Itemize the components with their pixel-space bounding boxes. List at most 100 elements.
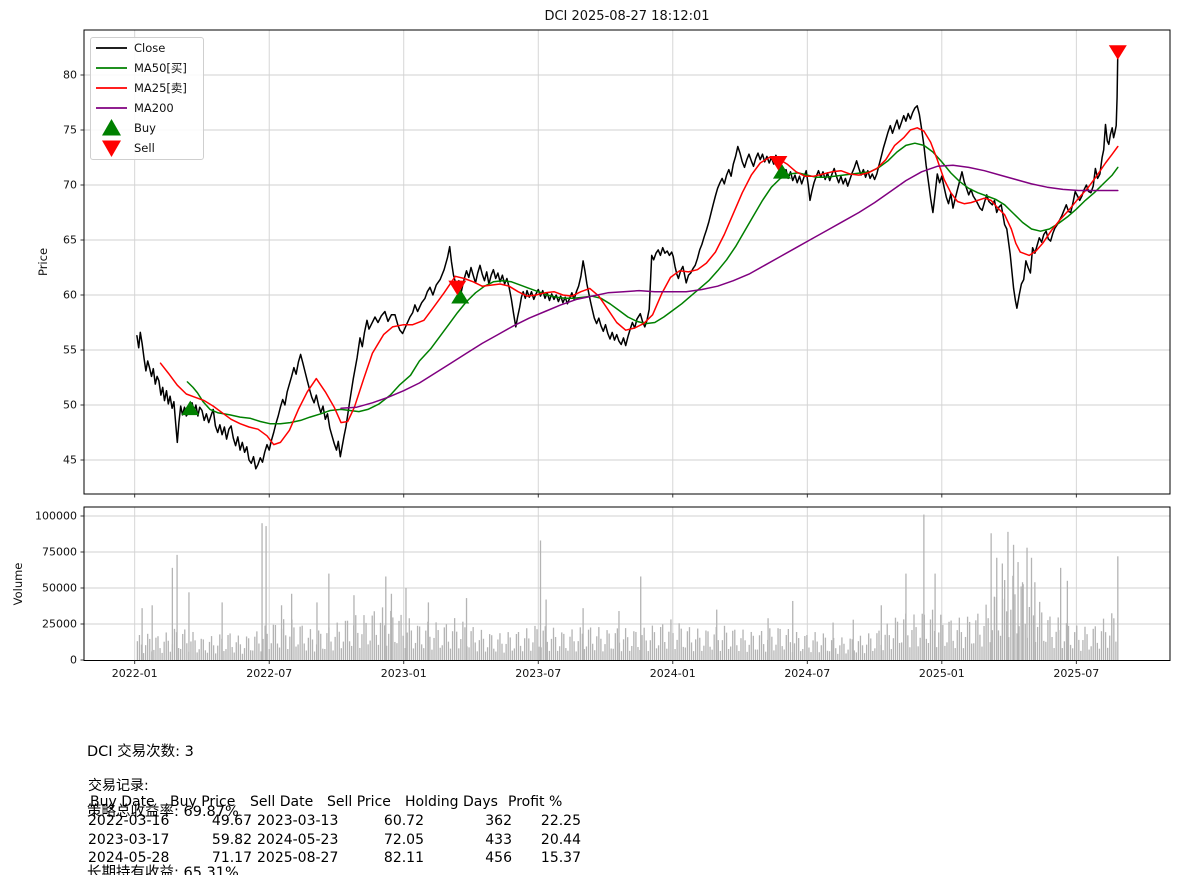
volume-bar	[501, 643, 503, 660]
volume-bar	[305, 650, 307, 660]
volume-spike-bar	[1001, 563, 1003, 660]
volume-bar	[828, 651, 831, 660]
volume-bar	[958, 617, 960, 660]
volume-spike-bar	[1066, 580, 1069, 660]
volume-bar	[876, 633, 878, 660]
volume-spike-bar	[1012, 544, 1015, 660]
x-tick-label: 2022-01	[112, 667, 158, 680]
volume-bar	[1111, 613, 1113, 660]
volume-bar	[785, 635, 787, 660]
volume-bar	[929, 619, 932, 660]
volume-bar	[851, 639, 853, 660]
trade-table-header: Buy Date Buy Price Sell Date Sell Price …	[88, 794, 562, 813]
volume-bar	[1022, 584, 1024, 660]
volume-bar	[554, 637, 557, 660]
volume-bar	[1092, 628, 1094, 660]
volume-bar	[725, 632, 728, 660]
volume-bar	[511, 650, 513, 660]
volume-bar	[489, 634, 491, 660]
volume-bar	[406, 632, 408, 660]
volume-bar	[587, 629, 590, 660]
buy-marker-icon	[772, 164, 791, 179]
volume-bar	[266, 633, 268, 660]
volume-bar	[868, 633, 870, 660]
volume-tick-label: 25000	[42, 618, 77, 631]
volume-bar	[256, 631, 258, 660]
legend-item-label: MA25[卖]	[134, 81, 187, 95]
volume-bar	[971, 643, 973, 660]
volume-bar	[917, 646, 919, 660]
volume-bar	[505, 643, 507, 660]
volume-bar	[542, 630, 544, 660]
volume-bar	[966, 616, 969, 660]
volume-bar	[1014, 594, 1016, 660]
volume-bar	[245, 636, 248, 660]
volume-bar	[938, 632, 940, 660]
trade-records-title: 交易记录:	[88, 778, 149, 794]
volume-bar	[896, 621, 899, 660]
volume-bar	[940, 614, 942, 660]
volume-bar	[1004, 580, 1006, 660]
volume-bar	[392, 617, 394, 660]
volume-bar	[762, 644, 765, 660]
volume-bar	[526, 628, 528, 660]
volume-bar	[534, 625, 536, 660]
volume-spike-bar	[265, 526, 267, 660]
volume-bar	[742, 629, 744, 660]
volume-bar	[1104, 632, 1107, 660]
chart-figure: 2022-01 2022-07 2023-01 2023-07 2024-01 2024-…	[11, 9, 1171, 680]
volume-bar	[993, 596, 995, 660]
volume-spike-bar	[767, 618, 769, 660]
volume-bar	[719, 650, 722, 660]
volume-bar	[414, 642, 417, 660]
cell-buy-price: 71.17	[211, 850, 252, 867]
volume-bar	[215, 653, 217, 660]
volume-bar	[404, 648, 406, 660]
volume-bar	[159, 648, 161, 660]
volume-spike-bar	[852, 619, 854, 660]
volume-bar	[777, 628, 779, 660]
volume-bar	[295, 646, 297, 660]
volume-bar	[616, 628, 619, 660]
volume-bar	[657, 645, 660, 660]
volume-bar	[1071, 648, 1074, 660]
volume-spike-bar	[316, 602, 318, 660]
volume-bar	[326, 633, 328, 660]
volume-bar	[231, 647, 233, 660]
volume-bar	[371, 615, 373, 660]
col-sell-date: Sell Date	[250, 794, 314, 810]
volume-bar	[1098, 648, 1101, 660]
volume-bar	[278, 647, 281, 660]
volume-bar	[765, 651, 767, 660]
volume-spike-bar	[1060, 567, 1062, 660]
volume-bar	[886, 623, 888, 660]
volume-bar	[210, 636, 213, 660]
volume-tick-label: 50000	[42, 582, 77, 595]
volume-bar	[336, 622, 338, 660]
volume-bar	[639, 649, 641, 660]
volume-bar	[688, 627, 691, 660]
volume-bar	[184, 629, 186, 660]
volume-bar	[754, 649, 757, 660]
volume-bar	[227, 635, 229, 660]
volume-bar	[307, 637, 310, 660]
volume-bar	[983, 626, 985, 660]
volume-bar	[293, 627, 295, 660]
volume-bar	[709, 646, 711, 660]
volume-bar	[513, 648, 516, 660]
volume-bar	[655, 648, 658, 660]
volume-spike-bar	[405, 588, 407, 660]
volume-bar	[659, 626, 662, 660]
volume-bar	[287, 649, 289, 660]
volume-bar	[532, 642, 534, 660]
volume-bar	[756, 649, 759, 660]
volume-bar	[1053, 648, 1055, 660]
volume-bar	[379, 622, 382, 660]
volume-bar	[760, 630, 763, 660]
volume-bar	[672, 633, 674, 660]
volume-bar	[274, 625, 277, 660]
volume-bar	[495, 651, 497, 660]
volume-bar	[859, 635, 862, 660]
volume-bar	[182, 633, 184, 660]
volume-bar	[425, 630, 427, 660]
